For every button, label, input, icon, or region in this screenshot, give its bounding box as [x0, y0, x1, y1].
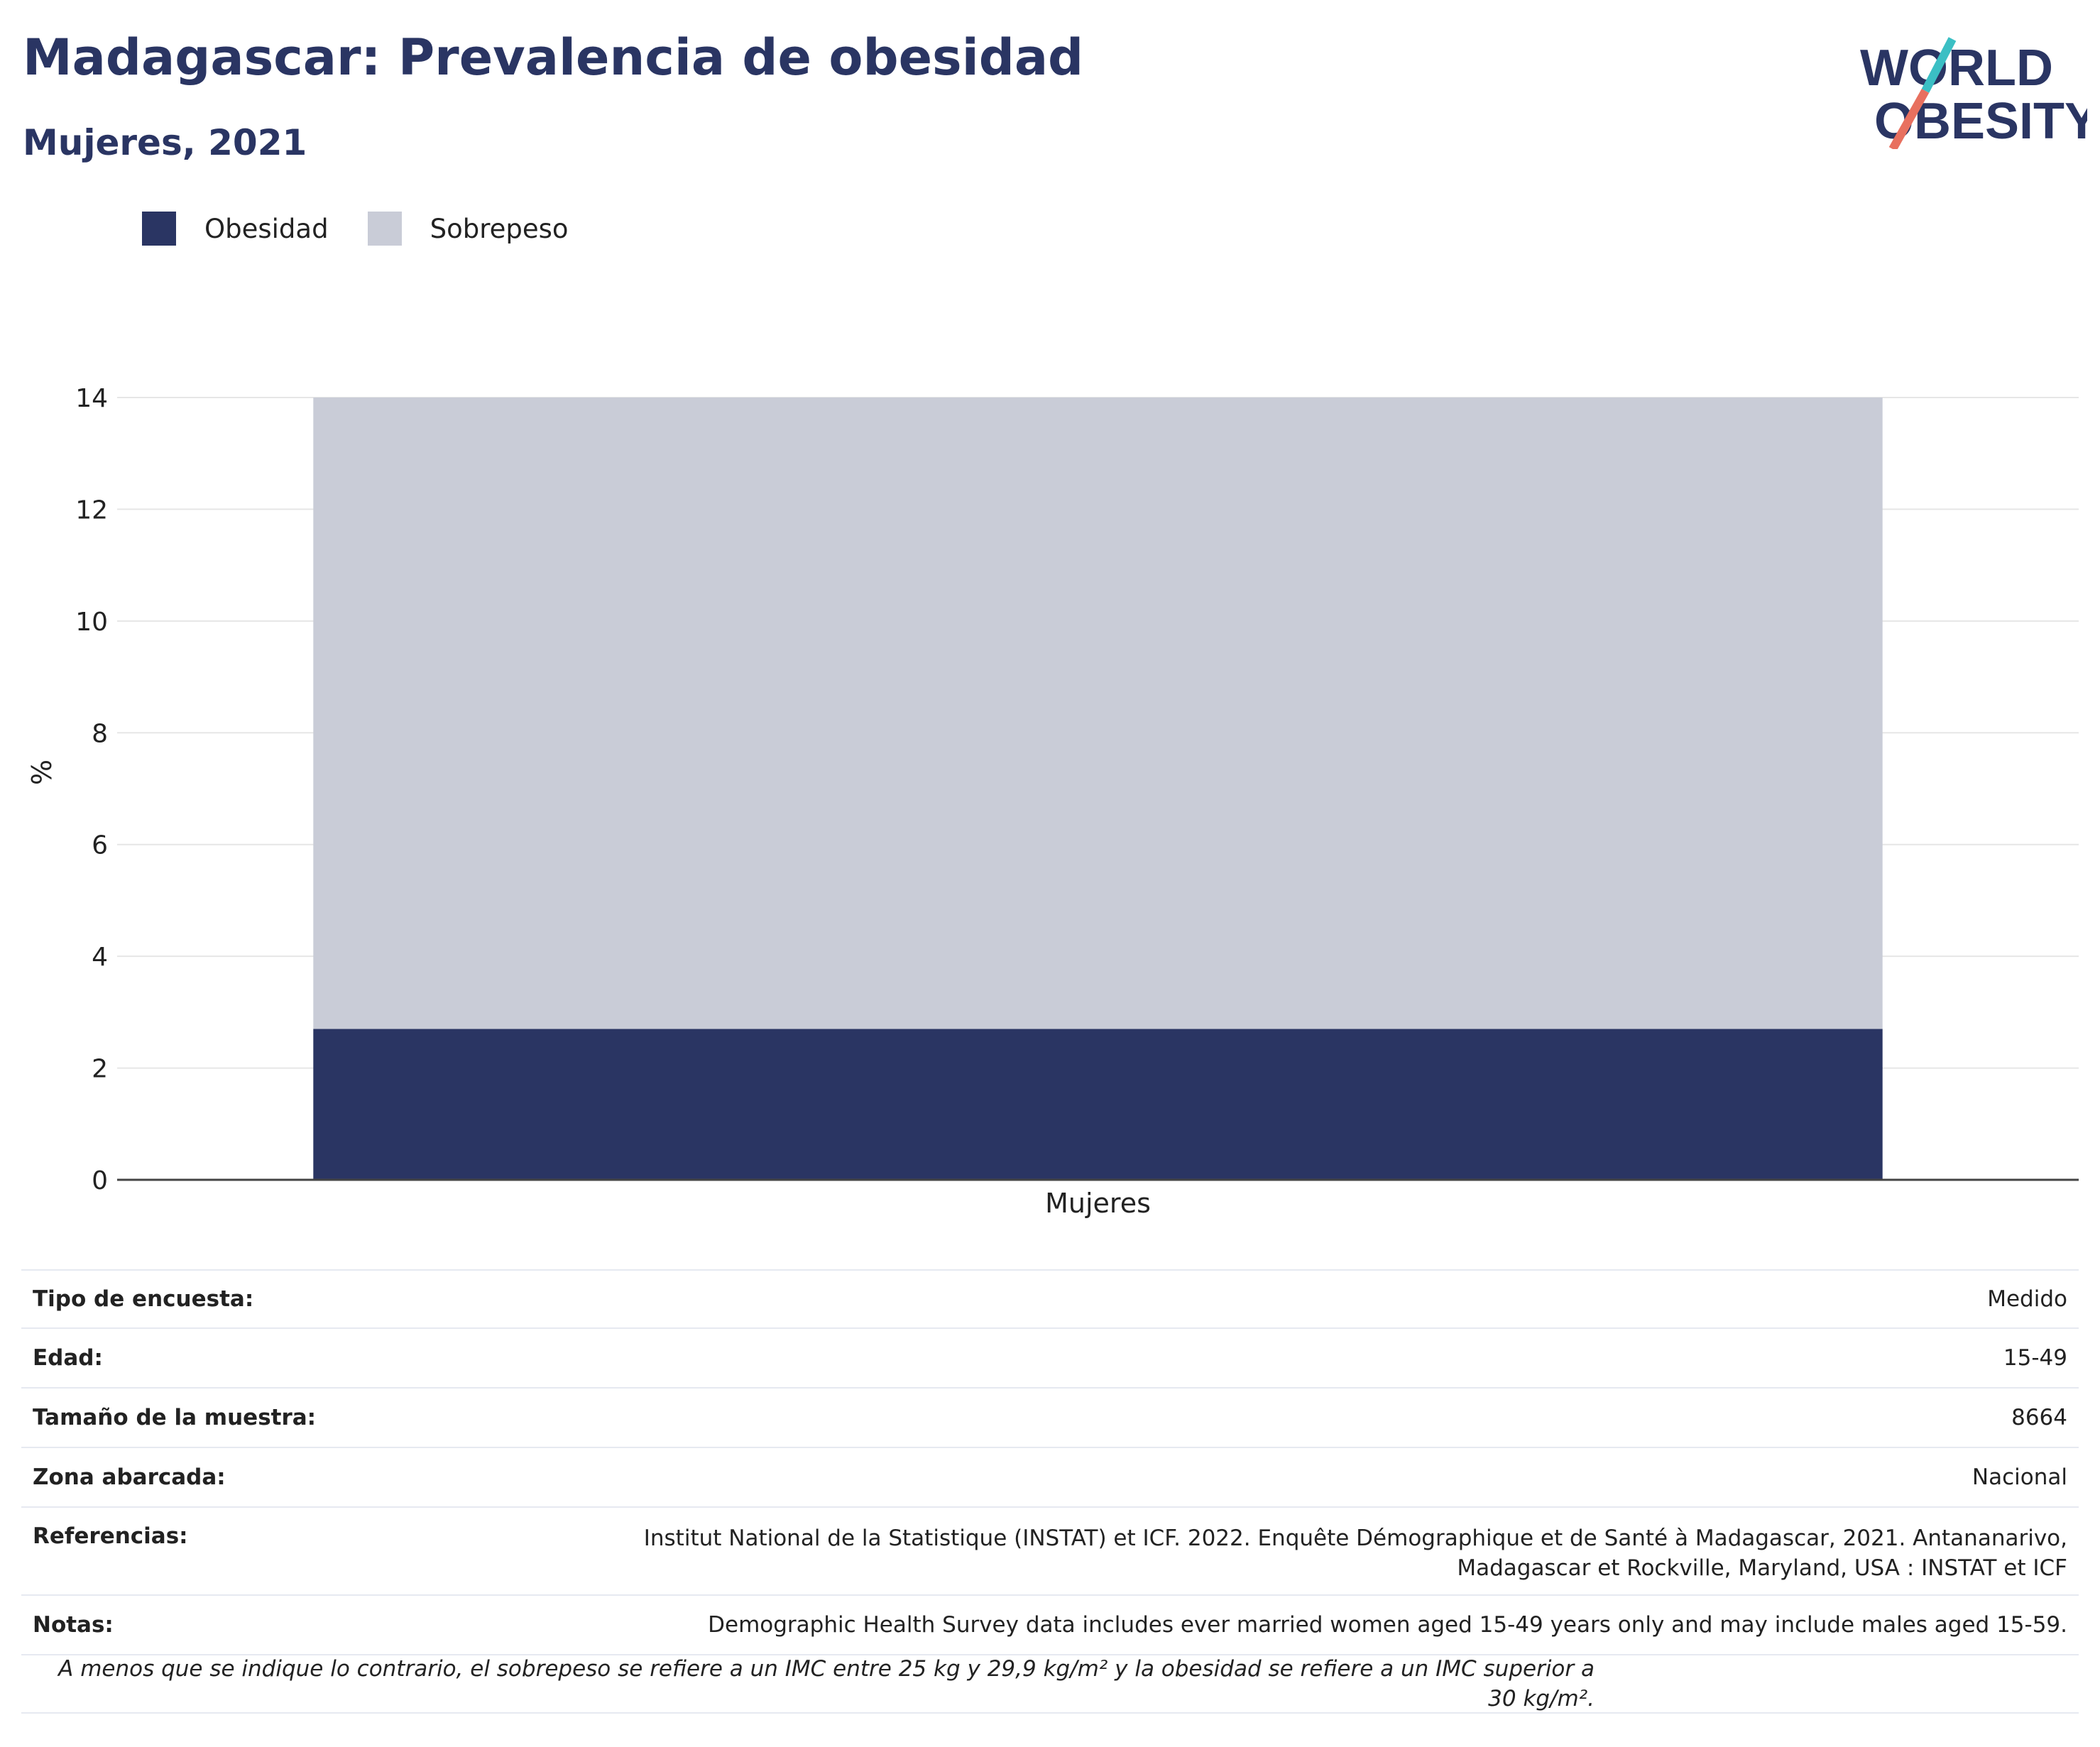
y-axis-label: %	[26, 760, 58, 785]
info-value: Institut National de la Statistique (INS…	[643, 1526, 2067, 1581]
info-key: Edad:	[33, 1345, 103, 1371]
chart-legend: Obesidad Sobrepeso	[142, 212, 608, 246]
y-tick-label: 14	[75, 384, 108, 413]
info-value: Nacional	[1972, 1464, 2067, 1490]
info-key: Zona abarcada:	[33, 1464, 226, 1490]
legend-item-sobrepeso[interactable]: Sobrepeso	[367, 212, 569, 246]
bar-obesidad	[313, 1029, 1883, 1180]
info-row-notas: Notas: Demographic Health Survey data in…	[21, 1594, 2079, 1654]
bar-chart: 0 2 4 6 8 10 12 14 Mujeres%	[26, 384, 2079, 1219]
y-tick-label: 10	[75, 608, 108, 637]
logo-slash-top	[1921, 37, 1957, 93]
info-value: 8664	[2011, 1405, 2067, 1430]
info-table: Tipo de encuesta: Medido Edad: 15-49 Tam…	[21, 1269, 2079, 1714]
info-row-muestra: Tamaño de la muestra: 8664	[21, 1387, 2079, 1447]
logo-slash-bottom	[1888, 89, 1930, 149]
y-tick-label: 6	[92, 831, 108, 860]
y-tick-label: 12	[75, 495, 108, 525]
info-row-tipo: Tipo de encuesta: Medido	[21, 1269, 2079, 1327]
info-key: Referencias:	[33, 1523, 188, 1549]
bar-sobrepeso	[313, 398, 1883, 1029]
legend-item-obesidad[interactable]: Obesidad	[142, 212, 329, 246]
y-tick-label: 2	[92, 1055, 108, 1084]
legend-swatch-sobrepeso	[367, 212, 402, 246]
y-tick-label: 4	[92, 943, 108, 972]
info-row-edad: Edad: 15-49	[21, 1327, 2079, 1387]
info-key: Tipo de encuesta:	[33, 1286, 254, 1312]
info-value: 15-49	[2003, 1345, 2067, 1371]
info-value: Medido	[1987, 1286, 2067, 1312]
info-row-referencias: Referencias: Institut National de la Sta…	[21, 1506, 2079, 1594]
info-key: Tamaño de la muestra:	[33, 1405, 317, 1430]
y-tick-label: 8	[92, 719, 108, 748]
page-subtitle: Mujeres, 2021	[23, 122, 307, 163]
x-tick-label: Mujeres	[1045, 1188, 1151, 1219]
y-tick-label: 0	[92, 1166, 108, 1195]
page-title: Madagascar: Prevalencia de obesidad	[23, 28, 1084, 87]
legend-label-sobrepeso: Sobrepeso	[430, 213, 569, 244]
info-row-footnote: A menos que se indique lo contrario, el …	[21, 1654, 2079, 1714]
logo-line1: WORLD	[1860, 40, 2053, 97]
info-value: Demographic Health Survey data includes …	[708, 1612, 2067, 1638]
info-row-zona: Zona abarcada: Nacional	[21, 1447, 2079, 1506]
legend-swatch-obesidad	[142, 212, 176, 246]
legend-label-obesidad: Obesidad	[204, 213, 329, 244]
info-key: Notas:	[33, 1612, 114, 1638]
footnote-text: A menos que se indique lo contrario, el …	[58, 1656, 1595, 1712]
world-obesity-logo: WORLD OBESITY	[1860, 37, 2087, 149]
